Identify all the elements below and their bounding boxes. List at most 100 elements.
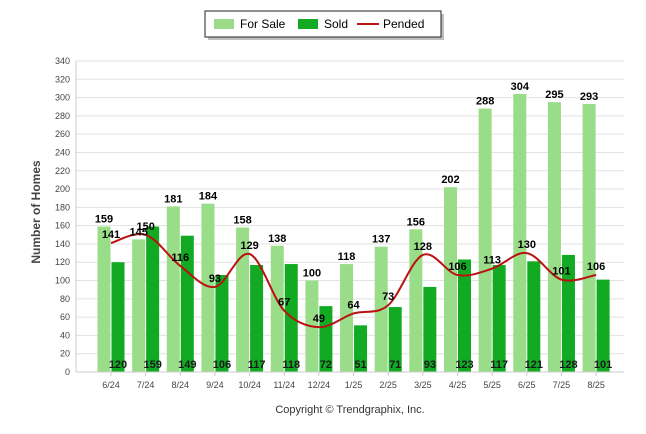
pended-label: 93 — [209, 273, 221, 285]
pended-series-line — [110, 232, 597, 329]
pended-label: 116 — [171, 252, 189, 264]
sold-label: 123 — [455, 359, 473, 371]
y-axis-title: Number of Homes — [29, 160, 43, 264]
sold-bar — [319, 306, 333, 372]
for-sale-bar — [236, 227, 250, 372]
sold-bar — [492, 264, 506, 372]
for-sale-label: 156 — [407, 216, 425, 228]
sold-label: 149 — [178, 359, 196, 371]
pended-label: 101 — [552, 266, 570, 278]
y-tick-label: 20 — [60, 349, 70, 359]
sold-bar — [354, 325, 368, 372]
x-tick-label: 6/24 — [102, 380, 120, 390]
sold-bar — [561, 254, 575, 372]
x-tick-label: 4/25 — [449, 380, 467, 390]
for-sale-label: 304 — [511, 81, 530, 93]
sold-label: 72 — [320, 359, 332, 371]
x-tick-label: 12/24 — [308, 380, 331, 390]
x-tick-label: 3/25 — [414, 380, 432, 390]
for-sale-bar — [97, 226, 111, 372]
pended-label: 67 — [278, 297, 290, 309]
y-tick-label: 280 — [55, 111, 70, 121]
data-labels: 159 120 145 159 181 149 184 106 158 117 138 118 100 7… — [95, 81, 612, 371]
y-tick-label: 200 — [55, 184, 70, 194]
y-tick-label: 120 — [55, 257, 70, 267]
for-sale-label: 118 — [338, 251, 356, 263]
x-tick-label: 10/24 — [238, 380, 261, 390]
pended-line — [110, 232, 597, 329]
sold-label: 51 — [354, 359, 366, 371]
y-tick-label: 140 — [55, 239, 70, 249]
for-sale-label: 295 — [545, 89, 563, 101]
y-tick-label: 160 — [55, 221, 70, 231]
sold-bars — [111, 226, 610, 372]
pended-label: 49 — [313, 313, 325, 325]
y-tick-label: 40 — [60, 330, 70, 340]
sold-label: 71 — [389, 359, 401, 371]
pended-label: 73 — [382, 291, 394, 303]
for-sale-label: 184 — [199, 191, 218, 203]
for-sale-bar — [166, 206, 180, 372]
for-sale-bar — [340, 264, 354, 372]
for-sale-bar — [582, 103, 596, 372]
for-sale-bar — [201, 203, 215, 372]
x-tick-label: 6/25 — [518, 380, 536, 390]
sold-bar — [388, 307, 402, 372]
pended-label: 113 — [483, 255, 501, 267]
for-sale-label: 288 — [476, 96, 494, 108]
y-tick-label: 60 — [60, 312, 70, 322]
legend-sold-label: Sold — [324, 17, 348, 31]
sold-label: 106 — [213, 359, 231, 371]
for-sale-bar — [513, 93, 527, 372]
y-tick-label: 320 — [55, 74, 70, 84]
copyright-text: Copyright © Trendgraphix, Inc. — [275, 404, 424, 416]
legend: For Sale Sold Pended — [204, 10, 444, 40]
x-tick-label: 11/24 — [273, 380, 295, 390]
legend-for-sale-swatch — [214, 19, 234, 29]
x-tick-label: 7/25 — [553, 380, 571, 390]
pended-label: 64 — [347, 299, 360, 311]
y-tick-label: 180 — [55, 202, 70, 212]
y-tick-label: 340 — [55, 56, 70, 66]
y-tick-label: 300 — [55, 93, 70, 103]
sold-label: 128 — [559, 359, 577, 371]
for-sale-label: 159 — [95, 214, 113, 226]
sold-label: 117 — [248, 359, 266, 371]
x-tick-label: 2/25 — [379, 380, 397, 390]
pended-label: 128 — [414, 241, 432, 253]
y-tick-label: 100 — [55, 276, 70, 286]
pended-label: 150 — [136, 221, 154, 233]
sold-bar — [527, 261, 541, 372]
for-sale-label: 138 — [268, 233, 286, 245]
for-sale-bar — [547, 102, 561, 372]
x-tick-label: 5/25 — [483, 380, 501, 390]
pended-label: 129 — [240, 240, 258, 252]
legend-pended-label: Pended — [383, 17, 424, 31]
sold-label: 101 — [594, 359, 612, 371]
x-tick-label: 1/25 — [345, 380, 363, 390]
for-sale-bars — [97, 93, 596, 373]
for-sale-bar — [444, 187, 457, 372]
y-tick-label: 220 — [55, 166, 70, 176]
for-sale-label: 181 — [164, 193, 182, 205]
sold-bar — [250, 264, 264, 372]
for-sale-label: 158 — [233, 214, 251, 226]
x-tick-label: 7/24 — [137, 380, 155, 390]
sold-label: 118 — [282, 359, 300, 371]
sold-bar — [111, 262, 125, 372]
for-sale-label: 100 — [303, 268, 321, 280]
sold-label: 120 — [109, 359, 127, 371]
pended-label: 130 — [518, 239, 536, 251]
y-tick-label: 0 — [65, 367, 70, 377]
sold-label: 117 — [490, 359, 508, 371]
pended-label: 106 — [587, 261, 605, 273]
sold-bar — [215, 275, 229, 372]
pended-label: 106 — [448, 261, 466, 273]
y-tick-label: 260 — [55, 129, 70, 139]
legend-box — [204, 10, 442, 38]
x-tick-label: 9/24 — [206, 380, 224, 390]
sold-bar — [596, 279, 610, 372]
legend-sold-swatch — [298, 19, 318, 29]
x-tick-label: 8/24 — [172, 380, 190, 390]
